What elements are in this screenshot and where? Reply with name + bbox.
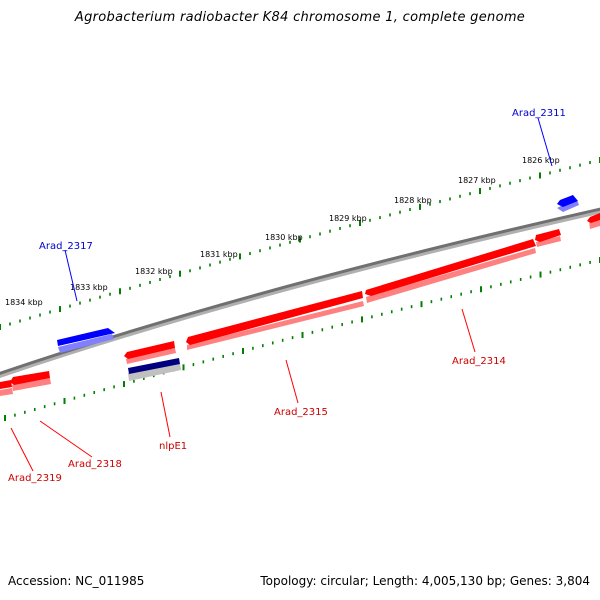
leader-arad-2315 [285, 359, 299, 404]
scale-label-1831: 1831 kbp [200, 250, 238, 259]
scale-label-1830: 1830 kbp [265, 233, 303, 242]
gene-label-arad-2318: Arad_2318 [68, 459, 122, 470]
gene-label-arad-2314: Arad_2314 [452, 356, 506, 367]
leader-arad-2314 [461, 308, 476, 353]
inner-tick-row [4, 257, 600, 421]
chromosome-backbone [0, 208, 600, 378]
scale-label-1829: 1829 kbp [329, 214, 367, 223]
scale-label-1826: 1826 kbp [522, 156, 560, 165]
gene-arad-2317[interactable] [57, 328, 115, 353]
outer-tick-row [0, 157, 600, 330]
gene-arad-2316[interactable] [124, 341, 176, 364]
gene-arad-2312[interactable] [587, 213, 600, 229]
gene-arad-2313[interactable] [535, 229, 561, 247]
scale-label-1834: 1834 kbp [5, 298, 43, 307]
genome-stats-text: Topology: circular; Length: 4,005,130 bp… [260, 574, 590, 588]
gene-arad-2318[interactable] [10, 371, 51, 391]
gene-arad-2315[interactable] [186, 291, 364, 350]
gene-label-arad-2319: Arad_2319 [8, 473, 62, 484]
scale-label-1832: 1832 kbp [135, 267, 173, 276]
leader-arad-2317 [64, 249, 78, 302]
leader-arad-2318 [39, 420, 93, 458]
gene-arad-2314[interactable] [365, 239, 536, 303]
map-title: Agrobacterium radiobacter K84 chromosome… [74, 10, 526, 25]
scale-label-1828: 1828 kbp [394, 196, 432, 205]
gene-label-arad-2311: Arad_2311 [512, 108, 566, 119]
gene-label-arad-2315: Arad_2315 [274, 407, 328, 418]
leader-nlpe1 [160, 391, 171, 438]
gene-arad-2319[interactable] [0, 380, 13, 396]
gene-label-nlpe1: nlpE1 [159, 441, 187, 452]
leader-arad-2319 [10, 427, 34, 472]
gene-nlpe1[interactable] [128, 358, 181, 381]
accession-text: Accession: NC_011985 [8, 574, 145, 588]
gene-arad-2311[interactable] [557, 195, 579, 212]
scale-label-1833: 1833 kbp [70, 283, 108, 292]
gene-label-arad-2317: Arad_2317 [39, 241, 93, 252]
leader-arad-2311 [537, 117, 553, 167]
scale-label-1827: 1827 kbp [458, 176, 496, 185]
